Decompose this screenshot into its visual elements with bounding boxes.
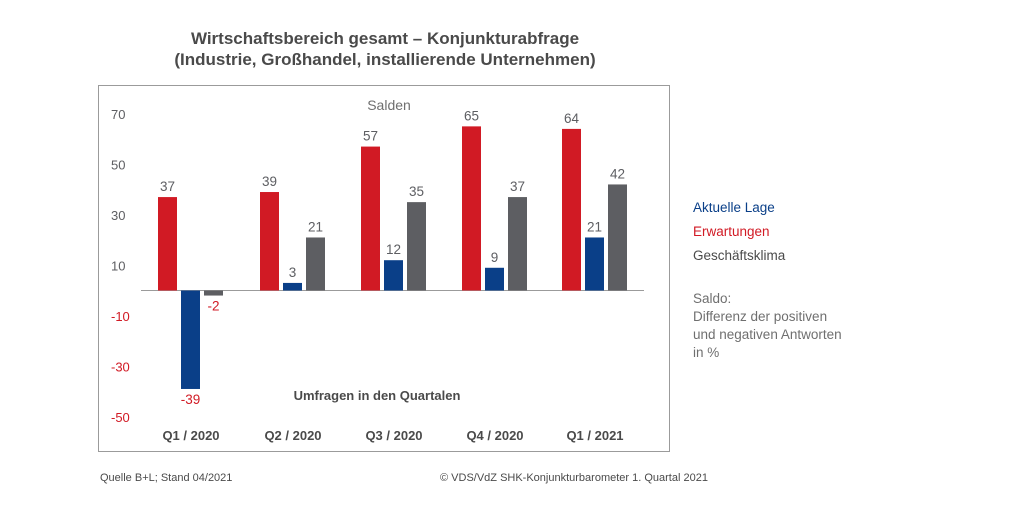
note-line: in % — [693, 345, 720, 360]
x-tick-label: Q1 / 2020 — [162, 428, 219, 443]
bar-gesch-ftsklima — [204, 290, 223, 296]
bar-aktuelle-lage — [181, 290, 200, 389]
data-label: 12 — [386, 242, 401, 257]
data-label: 64 — [564, 111, 580, 126]
y-tick-label: -10 — [111, 309, 130, 324]
legend-item-aktuelle-lage: Aktuelle Lage — [693, 200, 775, 215]
legend-item-geschaeftsklima: Geschäftsklima — [693, 248, 786, 263]
x-tick-label: Q1 / 2021 — [566, 428, 623, 443]
x-axis-label: Umfragen in den Quartalen — [294, 388, 461, 403]
data-label: 37 — [510, 179, 525, 194]
legend-item-erwartungen: Erwartungen — [693, 224, 770, 239]
bar-aktuelle-lage — [585, 237, 604, 291]
data-label: 39 — [262, 174, 277, 189]
bar-chart: 70 50 30 10 -10 -30 -50 Salden 37 -39 -2 Q1 / 2020 3… — [111, 97, 644, 443]
bar-erwartungen — [562, 128, 581, 291]
data-label: 3 — [289, 265, 297, 280]
y-tick-label: 10 — [111, 258, 125, 273]
y-tick-label: 70 — [111, 107, 125, 122]
chart-title-line-1: Wirtschaftsbereich gesamt – Konjunkturab… — [190, 29, 580, 48]
bar-gesch-ftsklima — [608, 184, 627, 291]
bar-gesch-ftsklima — [306, 237, 325, 291]
x-tick-label: Q4 / 2020 — [466, 428, 523, 443]
copyright-note: © VDS/VdZ SHK-Konjunkturbarometer 1. Qua… — [440, 472, 708, 484]
bar-aktuelle-lage — [485, 267, 504, 291]
note-line: Saldo: — [693, 291, 732, 306]
data-label: -2 — [207, 299, 219, 314]
bar-erwartungen — [260, 192, 279, 291]
data-label: 35 — [409, 184, 424, 199]
x-tick-label: Q3 / 2020 — [365, 428, 422, 443]
data-label: 21 — [587, 219, 602, 234]
chart-frame: 70 50 30 10 -10 -30 -50 Salden 37 -39 -2 Q1 / 2020 3… — [98, 85, 670, 452]
bar-erwartungen — [361, 146, 380, 291]
data-label: 37 — [160, 179, 175, 194]
chart-title: Wirtschaftsbereich gesamt – Konjunkturab… — [100, 28, 670, 70]
bar-aktuelle-lage — [384, 260, 403, 291]
chart-title-line-2: (Industrie, Großhandel, installierende U… — [174, 50, 596, 69]
saldo-note: Saldo: Differenz der positiven und negat… — [693, 290, 842, 362]
data-label: 9 — [491, 250, 499, 265]
data-label: 42 — [610, 166, 625, 181]
x-tick-label: Q2 / 2020 — [264, 428, 321, 443]
y-tick-label: 30 — [111, 208, 125, 223]
bar-erwartungen — [158, 197, 177, 291]
bar-gesch-ftsklima — [508, 197, 527, 291]
note-line: Differenz der positiven — [693, 309, 828, 324]
source-note: Quelle B+L; Stand 04/2021 — [100, 472, 233, 484]
inner-title: Salden — [367, 97, 411, 113]
data-label: 65 — [464, 108, 479, 123]
data-label: -39 — [181, 392, 201, 407]
note-line: und negativen Antworten — [693, 327, 842, 342]
bar-erwartungen — [462, 126, 481, 291]
data-label: 57 — [363, 129, 378, 144]
bar-aktuelle-lage — [283, 282, 302, 291]
y-tick-label: 50 — [111, 157, 125, 172]
y-tick-label: -30 — [111, 359, 130, 374]
legend: Aktuelle Lage Erwartungen Geschäftsklima — [693, 196, 785, 268]
y-tick-label: -50 — [111, 410, 130, 425]
bar-gesch-ftsklima — [407, 202, 426, 291]
data-label: 21 — [308, 219, 323, 234]
